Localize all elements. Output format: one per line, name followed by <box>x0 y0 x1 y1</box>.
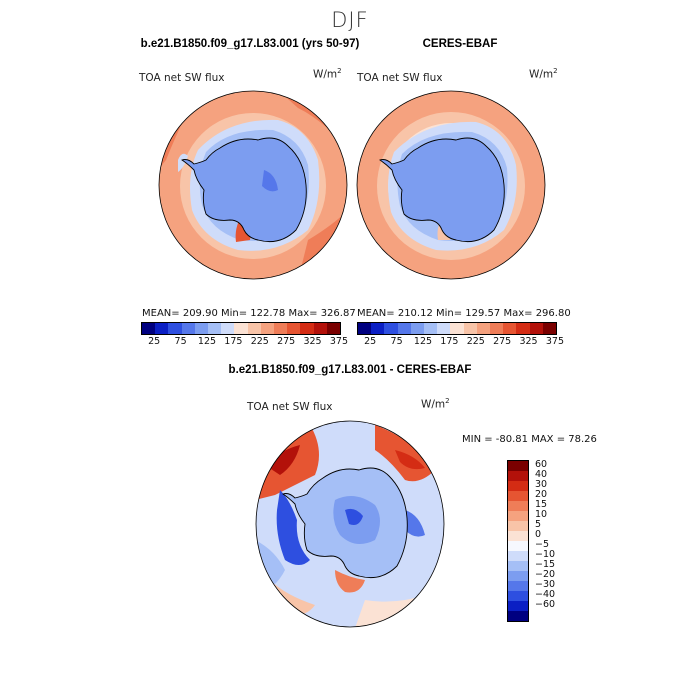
colorbar-tick-label: 15 <box>535 499 548 510</box>
colorbar-swatch <box>508 511 528 521</box>
colorbar-swatch <box>358 323 372 334</box>
diff-colorbar-labels: 60 40 30 20 15 10 5 0 −5 −10 −15 −20 −30 −40 −60 <box>535 460 555 610</box>
right-stats: MEAN= 210.12 Min= 129.57 Max= 296.80 <box>357 308 571 319</box>
left-panel-title: b.e21.B1850.f09_g17.L83.001 (yrs 50-97) <box>140 38 360 50</box>
colorbar-swatch <box>508 591 528 601</box>
colorbar-tick-label: 175 <box>440 336 459 347</box>
colorbar-tick-label: −20 <box>535 569 556 580</box>
colorbar-swatch <box>300 323 314 334</box>
colorbar-swatch <box>542 323 557 334</box>
left-units-label: W/m2 <box>313 67 342 81</box>
colorbar-tick-label: −40 <box>535 589 556 600</box>
colorbar-swatch <box>168 323 182 334</box>
colorbar-tick-label: 60 <box>535 459 548 470</box>
right-colorbar-ticks: 25 75 125 175 225 275 325 375 <box>357 336 569 347</box>
colorbar-tick-label: 325 <box>519 336 538 347</box>
colorbar-swatch <box>508 471 528 481</box>
colorbar-swatch <box>508 581 528 591</box>
colorbar-tick-label: 25 <box>364 336 377 347</box>
left-variable-label: TOA net SW flux <box>139 72 225 84</box>
colorbar-swatch <box>450 323 464 334</box>
colorbar-swatch <box>503 323 517 334</box>
colorbar-swatch <box>508 571 528 581</box>
colorbar-swatch <box>516 323 530 334</box>
colorbar-tick-label: 375 <box>329 336 348 347</box>
colorbar-swatch <box>260 323 275 334</box>
colorbar-swatch <box>476 323 491 334</box>
colorbar-swatch <box>508 491 528 501</box>
left-stats: MEAN= 209.90 Min= 122.78 Max= 326.87 <box>142 308 356 319</box>
colorbar-tick-label: 275 <box>277 336 296 347</box>
colorbar-swatch <box>371 323 385 334</box>
diff-stats: MIN = -80.81 MAX = 78.26 <box>462 434 597 445</box>
right-variable-label: TOA net SW flux <box>357 72 443 84</box>
colorbar-tick-label: 225 <box>466 336 485 347</box>
colorbar-swatch <box>508 541 528 551</box>
colorbar-tick-label: 325 <box>303 336 322 347</box>
colorbar-tick-label: −60 <box>535 599 556 610</box>
colorbar-tick-label: −5 <box>535 539 550 550</box>
left-polar-map <box>158 90 348 280</box>
colorbar-tick-label: 10 <box>535 509 548 520</box>
colorbar-swatch <box>155 323 169 334</box>
colorbar-tick-label: 75 <box>174 336 187 347</box>
colorbar-swatch <box>508 461 528 471</box>
colorbar-swatch <box>463 323 477 334</box>
right-panel-title: CERES-EBAF <box>422 38 498 50</box>
diff-variable-label: TOA net SW flux <box>247 401 333 413</box>
diff-colorbar <box>507 460 529 622</box>
colorbar-swatch <box>221 323 235 334</box>
colorbar-swatch <box>208 323 222 334</box>
colorbar-swatch <box>313 323 327 334</box>
colorbar-swatch <box>274 323 288 334</box>
colorbar-swatch <box>508 611 528 621</box>
left-colorbar <box>141 322 341 335</box>
right-units-label: W/m2 <box>529 67 558 81</box>
colorbar-swatch <box>508 531 528 541</box>
colorbar-tick-label: 275 <box>493 336 512 347</box>
colorbar-swatch <box>490 323 504 334</box>
colorbar-swatch <box>287 323 301 334</box>
colorbar-swatch <box>326 323 341 334</box>
colorbar-swatch <box>142 323 156 334</box>
colorbar-tick-label: −30 <box>535 579 556 590</box>
colorbar-swatch <box>397 323 411 334</box>
colorbar-tick-label: −15 <box>535 559 556 570</box>
diff-panel-title: b.e21.B1850.f09_g17.L83.001 - CERES-EBAF <box>228 364 472 376</box>
colorbar-tick-label: 375 <box>545 336 564 347</box>
colorbar-swatch <box>508 551 528 561</box>
colorbar-swatch <box>508 521 528 531</box>
colorbar-swatch <box>508 501 528 511</box>
right-polar-map <box>356 90 546 280</box>
colorbar-tick-label: 40 <box>535 469 548 480</box>
left-colorbar-ticks: 25 75 125 175 225 275 325 375 <box>141 336 353 347</box>
colorbar-swatch <box>437 323 451 334</box>
colorbar-tick-label: 225 <box>250 336 269 347</box>
colorbar-tick-label: 20 <box>535 489 548 500</box>
colorbar-swatch <box>424 323 438 334</box>
season-title: DJF <box>331 8 369 32</box>
diff-units-label: W/m2 <box>421 397 450 411</box>
colorbar-swatch <box>181 323 195 334</box>
colorbar-swatch <box>384 323 398 334</box>
colorbar-tick-label: 30 <box>535 479 548 490</box>
colorbar-tick-label: 125 <box>413 336 433 347</box>
colorbar-tick-label: 25 <box>148 336 161 347</box>
colorbar-swatch <box>247 323 261 334</box>
colorbar-swatch <box>194 323 209 334</box>
colorbar-tick-label: 0 <box>535 529 542 540</box>
colorbar-swatch <box>508 481 528 491</box>
colorbar-swatch <box>529 323 543 334</box>
colorbar-swatch <box>508 601 528 611</box>
diff-polar-map <box>255 420 445 628</box>
colorbar-tick-label: −10 <box>535 549 556 560</box>
colorbar-tick-label: 175 <box>224 336 243 347</box>
colorbar-swatch <box>234 323 248 334</box>
colorbar-tick-label: 5 <box>535 519 542 530</box>
colorbar-swatch <box>410 323 425 334</box>
colorbar-swatch <box>508 561 528 571</box>
right-colorbar <box>357 322 557 335</box>
colorbar-tick-label: 125 <box>197 336 217 347</box>
colorbar-tick-label: 75 <box>390 336 403 347</box>
